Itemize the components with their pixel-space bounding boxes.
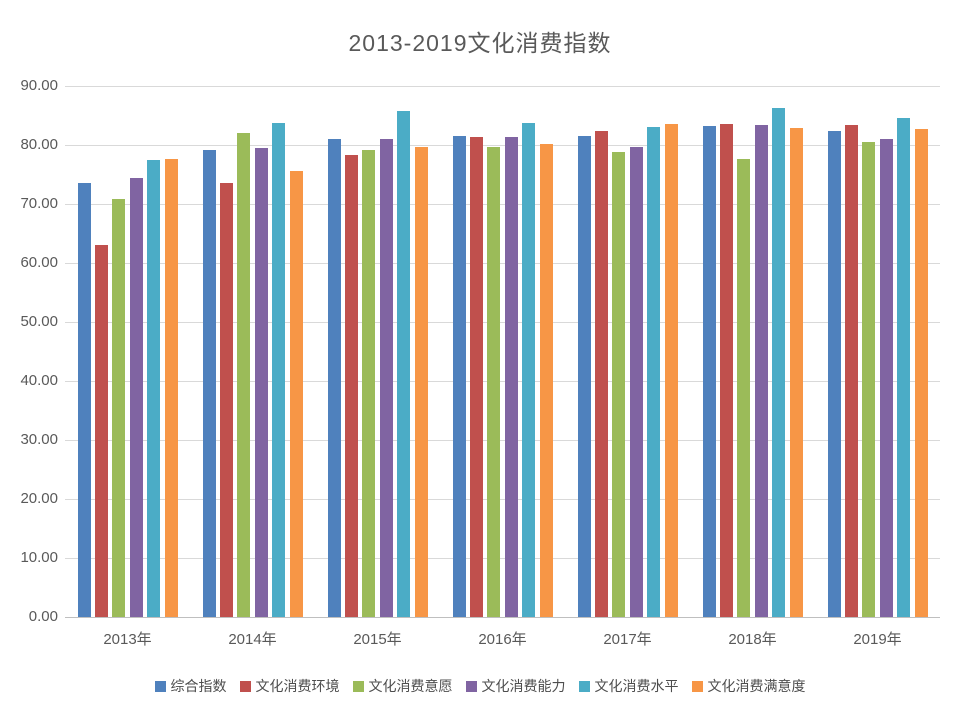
bar-2013年-文化消费水平 xyxy=(147,160,161,617)
gridline xyxy=(65,558,940,559)
bar-2015年-文化消费环境 xyxy=(344,155,358,617)
bar-2016年-综合指数 xyxy=(452,135,466,617)
bar-2016年-文化消费能力 xyxy=(504,137,518,617)
gridline xyxy=(65,263,940,264)
y-tick-label: 90.00 xyxy=(20,77,58,94)
bar-2014年-文化消费环境 xyxy=(219,182,233,617)
gridline xyxy=(65,86,940,87)
bar-2017年-文化消费满意度 xyxy=(664,124,678,617)
bar-2014年-文化消费满意度 xyxy=(289,170,303,617)
legend-swatch-icon xyxy=(578,680,590,692)
bar-2015年-文化消费满意度 xyxy=(414,147,428,617)
y-tick-label: 80.00 xyxy=(20,136,58,153)
bar-2016年-文化消费环境 xyxy=(469,136,483,617)
gridline xyxy=(65,204,940,205)
plot-area xyxy=(65,86,940,618)
legend-label: 文化消费意愿 xyxy=(368,678,453,694)
legend-swatch-icon xyxy=(154,680,166,692)
bar-2014年-文化消费水平 xyxy=(272,122,286,617)
legend-item-文化消费水平: 文化消费水平 xyxy=(578,676,679,696)
bar-2016年-文化消费意愿 xyxy=(487,147,501,617)
bar-2018年-文化消费满意度 xyxy=(789,127,803,617)
legend: 综合指数 文化消费环境 文化消费意愿 文化消费能力 文化消费水平 文化消费满意度 xyxy=(0,676,960,696)
y-tick-label: 70.00 xyxy=(20,195,58,212)
gridline xyxy=(65,381,940,382)
bar-2013年-文化消费能力 xyxy=(129,178,143,617)
bar-2018年-文化消费意愿 xyxy=(737,159,751,617)
bar-2014年-文化消费能力 xyxy=(254,147,268,617)
bar-2015年-文化消费意愿 xyxy=(362,149,376,617)
legend-label: 综合指数 xyxy=(170,678,227,694)
bar-2016年-文化消费水平 xyxy=(522,122,536,617)
gridline xyxy=(65,440,940,441)
bar-2017年-文化消费环境 xyxy=(594,130,608,617)
x-tick-label: 2019年 xyxy=(853,631,902,648)
bar-2019年-文化消费能力 xyxy=(879,138,893,617)
bar-2014年-综合指数 xyxy=(202,150,216,617)
y-tick-label: 30.00 xyxy=(20,431,58,448)
bar-2019年-文化消费环境 xyxy=(844,124,858,617)
legend-label: 文化消费满意度 xyxy=(707,678,806,694)
legend-label: 文化消费环境 xyxy=(255,678,340,694)
bar-2015年-综合指数 xyxy=(327,138,341,617)
bar-2019年-文化消费满意度 xyxy=(914,129,928,617)
gridline xyxy=(65,322,940,323)
bar-2019年-文化消费意愿 xyxy=(862,142,876,617)
x-tick-label: 2017年 xyxy=(603,631,652,648)
legend-item-综合指数: 综合指数 xyxy=(154,676,227,696)
y-tick-label: 50.00 xyxy=(20,313,58,330)
x-tick-label: 2013年 xyxy=(103,631,152,648)
bar-2015年-文化消费水平 xyxy=(397,111,411,617)
legend-swatch-icon xyxy=(691,680,703,692)
legend-swatch-icon xyxy=(465,680,477,692)
x-tick-label: 2018年 xyxy=(728,631,777,648)
legend-item-文化消费环境: 文化消费环境 xyxy=(239,676,340,696)
bar-2016年-文化消费满意度 xyxy=(539,143,553,617)
y-tick-label: 0.00 xyxy=(28,608,58,625)
bar-2017年-文化消费水平 xyxy=(647,127,661,617)
legend-item-文化消费能力: 文化消费能力 xyxy=(465,676,566,696)
x-tick-label: 2015年 xyxy=(353,631,402,648)
legend-item-文化消费满意度: 文化消费满意度 xyxy=(691,676,806,696)
legend-swatch-icon xyxy=(352,680,364,692)
x-tick-label: 2014年 xyxy=(228,631,277,648)
legend-label: 文化消费能力 xyxy=(481,678,566,694)
bar-2013年-文化消费意愿 xyxy=(112,198,126,617)
chart-title: 2013-2019文化消费指数 xyxy=(348,30,612,56)
bar-2017年-文化消费能力 xyxy=(629,146,643,617)
bar-2019年-文化消费水平 xyxy=(897,117,911,617)
x-tick-label: 2016年 xyxy=(478,631,527,648)
bar-2013年-文化消费环境 xyxy=(94,244,108,617)
y-tick-label: 60.00 xyxy=(20,254,58,271)
bar-2015年-文化消费能力 xyxy=(379,138,393,617)
gridline xyxy=(65,499,940,500)
bar-2019年-综合指数 xyxy=(827,130,841,617)
y-tick-label: 10.00 xyxy=(20,549,58,566)
y-tick-label: 40.00 xyxy=(20,372,58,389)
bar-2017年-综合指数 xyxy=(577,135,591,617)
bar-2013年-综合指数 xyxy=(77,182,91,617)
bar-2018年-文化消费水平 xyxy=(772,108,786,617)
gridline xyxy=(65,145,940,146)
y-tick-label: 20.00 xyxy=(20,490,58,507)
legend-item-文化消费意愿: 文化消费意愿 xyxy=(352,676,453,696)
bar-2018年-文化消费环境 xyxy=(719,124,733,617)
bar-2014年-文化消费意愿 xyxy=(237,132,251,617)
bar-2018年-综合指数 xyxy=(702,126,716,617)
bar-2013年-文化消费满意度 xyxy=(164,158,178,617)
legend-label: 文化消费水平 xyxy=(594,678,679,694)
legend-swatch-icon xyxy=(239,680,251,692)
bar-2017年-文化消费意愿 xyxy=(612,151,626,617)
bar-2018年-文化消费能力 xyxy=(754,124,768,617)
